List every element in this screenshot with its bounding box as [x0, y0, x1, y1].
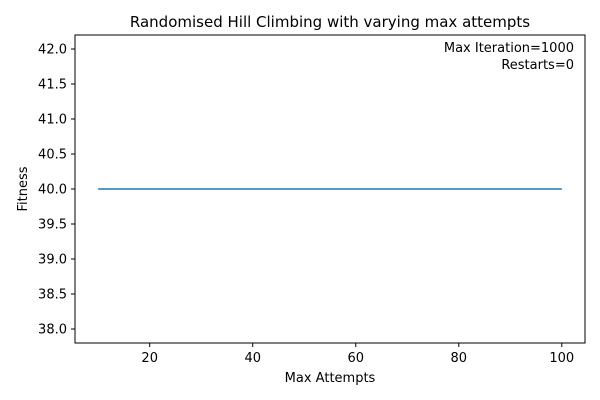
y-tick-label-3: 39.5: [38, 218, 67, 233]
x-tick-label-1: 40: [244, 351, 261, 366]
y-tick-label-6: 41.0: [38, 113, 67, 128]
plot-frame: [74, 34, 586, 344]
y-tick-label-8: 42.0: [38, 43, 67, 58]
x-tick-label-3: 80: [451, 351, 468, 366]
y-tick-label-0: 38.0: [38, 323, 67, 338]
annotation-max-iteration: Max Iteration=1000: [444, 41, 574, 56]
annotation-restarts: Restarts=0: [501, 58, 574, 73]
y-tick-label-2: 39.0: [38, 253, 67, 268]
x-axis-label: Max Attempts: [285, 371, 376, 386]
y-axis-label: Fitness: [16, 166, 31, 211]
x-tick-label-4: 100: [549, 351, 574, 366]
x-tick-label-0: 20: [141, 351, 158, 366]
y-tick-label-7: 41.5: [38, 78, 67, 93]
x-tick-label-2: 60: [347, 351, 364, 366]
chart-title: Randomised Hill Climbing with varying ma…: [130, 13, 530, 31]
y-tick-label-5: 40.5: [38, 148, 67, 163]
plot-area: 20 40 60 80 100 38.0 38.5 39.0 39.5 40.0 40.5 41.0 4…: [38, 43, 574, 367]
y-tick-label-1: 38.5: [38, 288, 67, 303]
y-tick-label-4: 40.0: [38, 183, 67, 198]
